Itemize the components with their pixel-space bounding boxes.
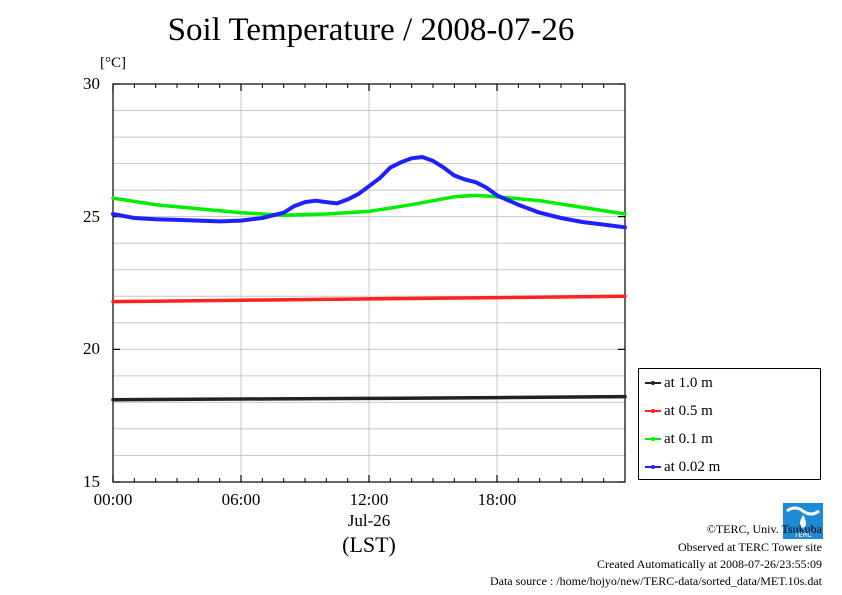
series-3-point-19 bbox=[399, 160, 403, 164]
y-tick-label: 30 bbox=[83, 74, 100, 93]
series-2-point-14 bbox=[623, 212, 627, 216]
series-2-point-10 bbox=[474, 193, 478, 197]
legend-item-002m: at 0.02 m bbox=[645, 457, 720, 477]
series-2-point-13 bbox=[580, 205, 584, 209]
legend-swatch-002m bbox=[645, 465, 661, 469]
series-3-point-18 bbox=[388, 166, 392, 170]
series-3-point-7 bbox=[260, 216, 264, 220]
series-3-point-16 bbox=[367, 184, 371, 188]
series-3-point-25 bbox=[463, 178, 467, 182]
x-tick-label: 06:00 bbox=[221, 490, 261, 509]
footer-copyright: ©TERC, Univ. Tsukuba bbox=[706, 522, 822, 536]
x-tick-label: 12:00 bbox=[349, 490, 389, 509]
series-3-point-4 bbox=[196, 219, 200, 223]
series-3-point-9 bbox=[292, 204, 296, 208]
y-tick-label: 15 bbox=[83, 472, 100, 491]
series-3-point-5 bbox=[218, 219, 222, 223]
series-1-point-4 bbox=[623, 294, 627, 298]
series-0-point-2 bbox=[367, 396, 371, 400]
series-3-point-29 bbox=[516, 203, 520, 207]
series-3-point-34 bbox=[623, 225, 627, 229]
x-tick-label: 00:00 bbox=[93, 490, 133, 509]
series-3-point-20 bbox=[410, 156, 414, 160]
chart-title: Soil Temperature / 2008-07-26 bbox=[167, 12, 575, 48]
x-tick-label: 18:00 bbox=[477, 490, 517, 509]
legend-swatch-05m bbox=[645, 409, 661, 413]
series-3-point-15 bbox=[356, 192, 360, 196]
series-3-point-10 bbox=[303, 200, 307, 204]
series-1-point-2 bbox=[367, 297, 371, 301]
footer-site: Observed at TERC Tower site bbox=[677, 540, 822, 554]
legend-label-1m: at 1.0 m bbox=[664, 374, 713, 391]
series-3-point-30 bbox=[538, 211, 542, 215]
series-0-point-3 bbox=[495, 396, 499, 400]
series-3-point-6 bbox=[239, 219, 243, 223]
series-3-point-21 bbox=[420, 155, 424, 159]
footer-created: Created Automatically at 2008-07-26/23:5… bbox=[597, 557, 822, 571]
series-1-point-3 bbox=[495, 296, 499, 300]
series-2-point-2 bbox=[196, 207, 200, 211]
series-2-point-0 bbox=[111, 196, 115, 200]
series-3-point-24 bbox=[452, 174, 456, 178]
legend-swatch-01m bbox=[645, 437, 661, 441]
legend-label-05m: at 0.5 m bbox=[664, 402, 713, 419]
series-3-point-32 bbox=[580, 220, 584, 224]
series-3-point-8 bbox=[282, 211, 286, 215]
series-2-point-7 bbox=[410, 203, 414, 207]
series-3-point-23 bbox=[442, 166, 446, 170]
series-2-point-1 bbox=[154, 203, 158, 207]
series-0-point-0 bbox=[111, 398, 115, 402]
series-3-point-31 bbox=[559, 216, 563, 220]
series-3-point-13 bbox=[335, 201, 339, 205]
series-3-point-27 bbox=[484, 185, 488, 189]
series-2-point-8 bbox=[431, 199, 435, 203]
series-3-point-14 bbox=[346, 197, 350, 201]
x-axis-date-label: Jul-26 bbox=[347, 511, 391, 530]
series-3-point-28 bbox=[495, 193, 499, 197]
series-3-point-17 bbox=[378, 176, 382, 180]
legend-item-01m: at 0.1 m bbox=[645, 429, 713, 449]
footer-source: Data source : /home/hojyo/new/TERC-data/… bbox=[489, 574, 822, 588]
series-2-point-5 bbox=[324, 212, 328, 216]
series-3-point-12 bbox=[324, 200, 328, 204]
legend-item-1m: at 1.0 m bbox=[645, 373, 713, 393]
legend-label-01m: at 0.1 m bbox=[664, 430, 713, 447]
legend-swatch-1m bbox=[645, 381, 661, 385]
series-3-point-2 bbox=[154, 217, 158, 221]
legend-label-002m: at 0.02 m bbox=[664, 458, 721, 475]
series-0-point-1 bbox=[239, 397, 243, 401]
series-3-point-11 bbox=[314, 199, 318, 203]
series-2-point-3 bbox=[239, 211, 243, 215]
series-3-point-1 bbox=[132, 216, 136, 220]
y-tick-label: 25 bbox=[83, 206, 100, 226]
legend: at 1.0 m at 0.5 m at 0.1 m at 0.02 m bbox=[638, 368, 821, 480]
series-3-point-0 bbox=[111, 212, 115, 216]
series-3-point-3 bbox=[175, 218, 179, 222]
y-axis-unit-label: [°C] bbox=[100, 55, 126, 71]
series-3-point-26 bbox=[474, 180, 478, 184]
series-3-point-33 bbox=[602, 223, 606, 227]
series-1-point-1 bbox=[239, 298, 243, 302]
series-3-point-22 bbox=[431, 159, 435, 163]
legend-item-05m: at 0.5 m bbox=[645, 401, 713, 421]
series-2-point-12 bbox=[538, 199, 542, 203]
logo-text: TERC bbox=[793, 531, 812, 539]
y-tick-label: 20 bbox=[83, 339, 100, 359]
terc-logo: TERC bbox=[783, 503, 823, 539]
series-0-point-4 bbox=[623, 395, 627, 399]
series-2-point-9 bbox=[452, 195, 456, 199]
x-axis-label: (LST) bbox=[342, 532, 396, 557]
series-2-point-6 bbox=[367, 209, 371, 213]
series-1-point-0 bbox=[111, 300, 115, 304]
